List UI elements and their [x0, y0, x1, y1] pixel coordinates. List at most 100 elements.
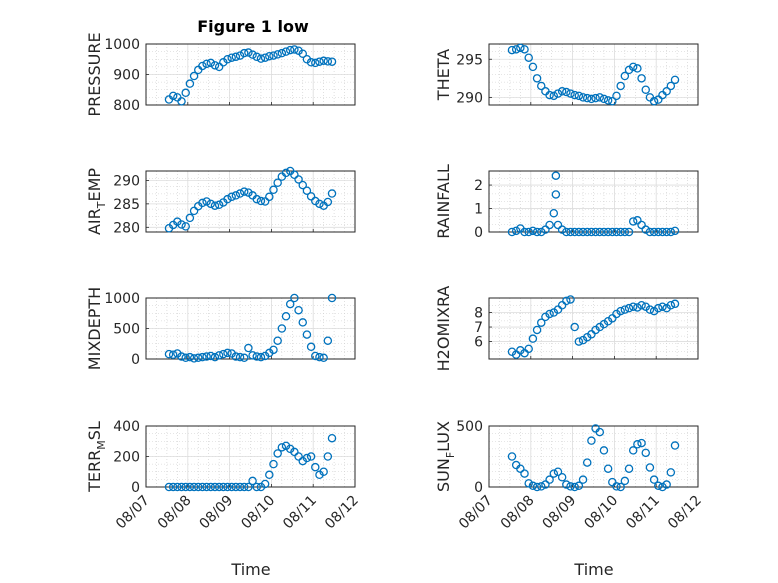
data-point	[620, 71, 630, 81]
data-point	[520, 227, 529, 237]
data-point	[239, 48, 249, 58]
data-point	[252, 194, 262, 204]
x-tick-label: 08/09	[540, 493, 580, 533]
y-tick-label: 7	[474, 320, 483, 336]
data-point	[277, 443, 287, 452]
y-tick-label: 0	[131, 352, 140, 368]
data-point	[520, 45, 529, 54]
data-point	[670, 441, 680, 450]
data-point	[311, 196, 320, 206]
data-point	[164, 482, 174, 492]
data-point	[570, 227, 579, 237]
data-point	[248, 351, 257, 360]
data-point	[311, 351, 320, 361]
data-point	[252, 52, 262, 62]
data-point	[662, 87, 671, 96]
data-point	[545, 90, 554, 100]
data-point	[260, 53, 270, 62]
y-tick-label: 280	[113, 220, 140, 236]
data-point	[528, 226, 538, 236]
data-point	[616, 81, 625, 91]
data-point	[273, 50, 282, 59]
data-point	[173, 482, 182, 492]
data-point	[323, 197, 333, 207]
y-label-subscript: T	[95, 201, 108, 209]
data-point	[256, 196, 266, 206]
data-point	[595, 227, 605, 237]
data-point	[227, 192, 236, 202]
data-point	[595, 93, 605, 102]
data-point	[532, 482, 542, 492]
data-point	[198, 352, 207, 362]
data-point	[637, 301, 646, 310]
data-point	[545, 220, 554, 230]
data-point	[219, 482, 228, 492]
data-point	[599, 94, 609, 104]
data-point	[269, 185, 278, 195]
x-tick-label: 08/08	[155, 493, 195, 533]
data-point	[516, 43, 525, 53]
y-tick-label: 0	[474, 225, 483, 241]
data-point	[541, 225, 550, 234]
data-point	[189, 71, 199, 81]
x-axis-label-left: Time	[230, 560, 270, 579]
data-point	[591, 227, 600, 237]
data-point	[553, 89, 563, 98]
data-point	[294, 305, 303, 315]
data-point	[290, 45, 299, 54]
data-point	[608, 96, 617, 106]
data-point	[281, 47, 291, 56]
data-point	[239, 353, 249, 363]
data-point	[649, 227, 659, 237]
y-tick-label: 2	[474, 178, 483, 194]
data-point	[507, 452, 517, 461]
data-point	[528, 334, 538, 343]
y-tick-label: 8	[474, 306, 483, 322]
data-point	[206, 58, 216, 68]
data-point	[235, 189, 245, 198]
data-point	[599, 227, 609, 237]
data-point	[252, 352, 262, 361]
data-point	[566, 89, 575, 98]
data-point	[185, 352, 195, 362]
data-point	[545, 475, 554, 484]
data-point	[269, 345, 278, 355]
data-point	[244, 343, 253, 353]
data-point	[311, 58, 320, 68]
data-point	[549, 91, 559, 101]
data-point	[532, 325, 542, 335]
data-point	[290, 170, 299, 180]
axes-box	[145, 43, 356, 106]
data-point	[164, 349, 174, 359]
data-point	[608, 227, 617, 237]
x-tick-label: 08/11	[280, 493, 320, 533]
data-point	[265, 192, 274, 202]
data-point	[574, 91, 584, 101]
y-axis-label: THETA	[434, 49, 453, 101]
data-point	[315, 199, 324, 209]
data-point	[248, 476, 257, 486]
data-point	[231, 52, 241, 62]
data-point	[214, 200, 224, 210]
data-point	[202, 59, 211, 69]
data-point	[637, 220, 646, 230]
data-point	[298, 49, 307, 59]
y-label-part: SL	[85, 421, 104, 440]
data-point	[549, 469, 559, 478]
data-point	[214, 62, 224, 72]
data-point	[298, 180, 307, 190]
data-point	[520, 469, 529, 478]
data-point	[612, 482, 621, 491]
data-point	[189, 206, 199, 216]
data-point	[177, 482, 186, 492]
data-point	[670, 299, 680, 309]
data-point	[633, 440, 642, 449]
data-point	[524, 344, 533, 354]
y-tick-label: 200	[113, 450, 140, 466]
data-point	[645, 305, 655, 314]
data-point	[620, 227, 630, 237]
data-point	[537, 482, 546, 491]
y-tick-label: 6	[474, 335, 483, 351]
data-point	[202, 352, 211, 361]
data-point	[557, 87, 567, 96]
